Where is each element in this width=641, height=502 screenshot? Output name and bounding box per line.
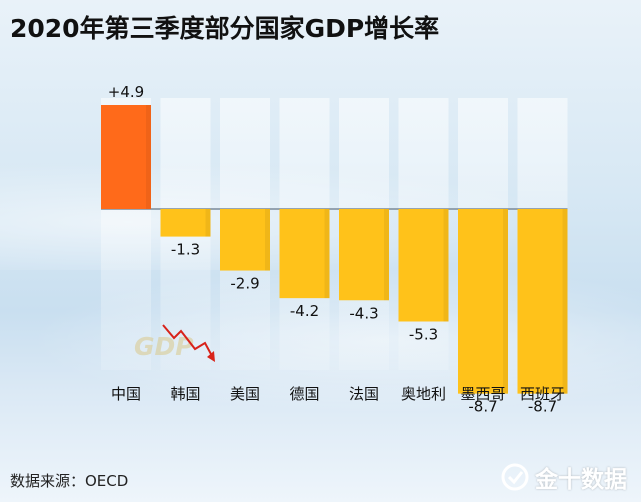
category-label: 奥地利 [401,385,446,403]
bar-shade-3 [324,209,330,299]
chart-title: 2020年第三季度部分国家GDP增长率 [10,14,440,43]
bar-7 [517,209,568,394]
category-label: 西班牙 [520,385,565,403]
bar-3 [279,209,330,299]
bar-shade-7 [562,209,568,394]
bar-shade-0 [146,105,151,209]
value-label: -8.7 [468,398,497,416]
bar-shade-5 [443,209,449,322]
value-label: -4.2 [290,302,319,320]
gdp-watermark-text: GDP [134,332,194,361]
bar-4 [339,209,389,301]
arrow-head-icon [207,351,215,362]
gdp-watermark: GDP [134,324,215,362]
brand-check-icon [501,463,529,491]
category-label: 墨西哥 [460,385,505,403]
brand-name: 金十数据 [535,467,627,493]
value-label: -4.3 [349,304,378,322]
value-label: -1.3 [171,241,200,259]
value-label: -5.3 [409,325,438,343]
category-label: 美国 [230,385,260,403]
bar-5 [398,209,449,322]
category-label: 韩国 [170,385,200,403]
bar-6 [458,209,508,394]
category-label: 法国 [349,385,379,403]
bar-shade-6 [503,209,508,394]
value-label: -8.7 [528,398,557,416]
bar-shade-2 [265,209,270,271]
data-source: 数据来源：OECD [10,472,129,490]
value-label: -2.9 [230,275,259,293]
bar-shade-1 [205,209,211,237]
bar-0 [101,105,151,209]
bar-1 [160,209,211,237]
bar-2 [220,209,270,271]
brand-logo: 金十数据 [501,460,627,494]
falling-arrow-icon [162,324,213,357]
value-label: +4.9 [108,83,144,101]
bar-shade-4 [384,209,389,301]
category-label: 中国 [111,385,141,403]
category-label: 德国 [289,385,319,403]
